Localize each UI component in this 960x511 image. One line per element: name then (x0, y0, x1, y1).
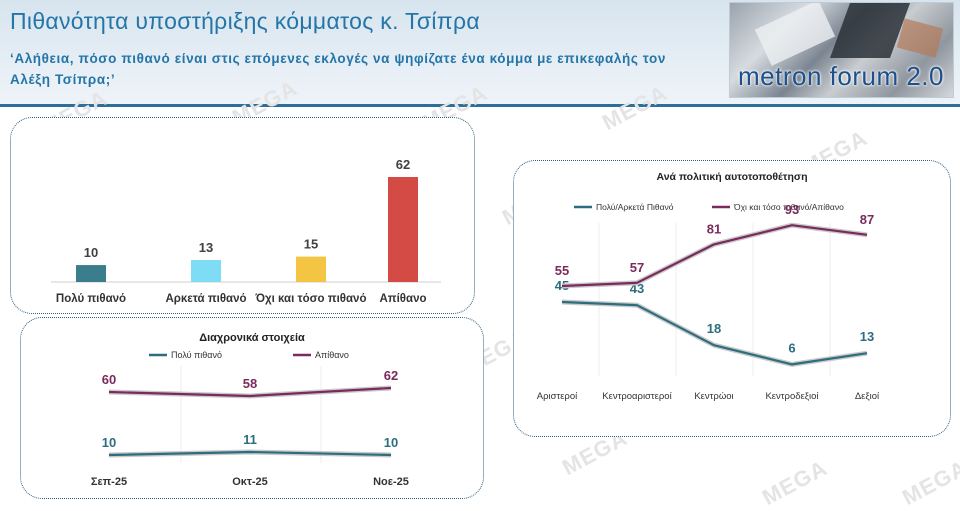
category-label: Κεντροαριστεροί (602, 391, 672, 402)
category-label: Οκτ-25 (232, 476, 268, 488)
category-label: Σεπ-25 (91, 476, 127, 488)
data-label: 10 (102, 435, 116, 450)
data-label: 62 (384, 368, 398, 383)
category-label: Αρκετά πιθανό (165, 293, 246, 305)
data-label: 10 (84, 245, 98, 260)
category-label: Κεντρώοι (694, 391, 733, 402)
bar (191, 259, 221, 282)
category-label: Κεντροδεξιοί (765, 391, 819, 402)
data-label: 11 (243, 432, 257, 447)
watermark-text: MEGA (757, 455, 832, 511)
chart-title: Ανά πολιτική αυτοτοποθέτηση (657, 171, 808, 183)
legend-label: Πολύ/Αρκετά Πιθανό (596, 202, 674, 212)
category-label: Απίθανο (379, 293, 426, 305)
data-label: 60 (102, 372, 116, 387)
data-label: 55 (555, 263, 569, 278)
category-label: Όχι και τόσο πιθανό (255, 293, 367, 305)
bar (76, 265, 106, 282)
data-label: 93 (785, 202, 799, 217)
bar-chart: 10 Πολύ πιθανό 13 Αρκετά πιθανό 15 Όχι και τό… (51, 157, 441, 305)
metron-forum-logo: metron forum 2.0 (729, 2, 954, 98)
chart-title: Διαχρονικά στοιχεία (199, 332, 305, 344)
watermark-text: MEGA (897, 455, 960, 511)
series-line (108, 450, 392, 457)
category-label: Πολύ πιθανό (56, 293, 126, 305)
series-line (561, 300, 868, 366)
data-label: 81 (707, 221, 721, 236)
header: Πιθανότητα υποστήριξης κόμματος κ. Τσίπρ… (0, 0, 960, 104)
ideology-chart: Ανά πολιτική αυτοτοποθέτηση Πολύ/Αρκετά Π… (537, 171, 880, 402)
data-label: 13 (199, 240, 213, 255)
legend-label: Όχι και τόσο πιθανό/Απίθανο (733, 202, 844, 212)
bar (388, 177, 418, 282)
bar (296, 256, 326, 282)
legend-label: Απίθανο (315, 350, 349, 360)
trend-chart: Διαχρονικά στοιχεία Πολύ πιθανό Απίθανο 10 1… (91, 332, 409, 488)
data-label: 57 (630, 260, 644, 275)
header-divider (0, 104, 960, 107)
bar-chart-panel: 10 Πολύ πιθανό 13 Αρκετά πιθανό 15 Όχι και τό… (10, 117, 475, 314)
category-label: Αριστεροί (537, 391, 578, 402)
series-line (108, 386, 392, 398)
data-label: 13 (860, 329, 874, 344)
data-label: 58 (243, 376, 257, 391)
data-label: 6 (788, 340, 795, 355)
legend-label: Πολύ πιθανό (171, 350, 222, 360)
series-line (561, 224, 868, 288)
ideology-chart-panel: Ανά πολιτική αυτοτοποθέτηση Πολύ/Αρκετά Π… (513, 160, 951, 437)
data-label: 18 (707, 321, 721, 336)
data-label: 10 (384, 435, 398, 450)
trend-chart-panel: Διαχρονικά στοιχεία Πολύ πιθανό Απίθανο 10 1… (20, 317, 484, 499)
page-subtitle: ‘Αλήθεια, πόσο πιθανό είναι στις επόμενε… (10, 51, 666, 87)
category-label: Δεξιοί (855, 391, 880, 402)
category-label: Νοε-25 (373, 476, 409, 488)
data-label: 15 (304, 237, 318, 252)
data-label: 62 (396, 157, 410, 172)
page-title: Πιθανότητα υποστήριξης κόμματος κ. Τσίπρ… (10, 8, 480, 34)
data-label: 87 (860, 212, 874, 227)
logo-text: metron forum 2.0 (738, 61, 944, 91)
